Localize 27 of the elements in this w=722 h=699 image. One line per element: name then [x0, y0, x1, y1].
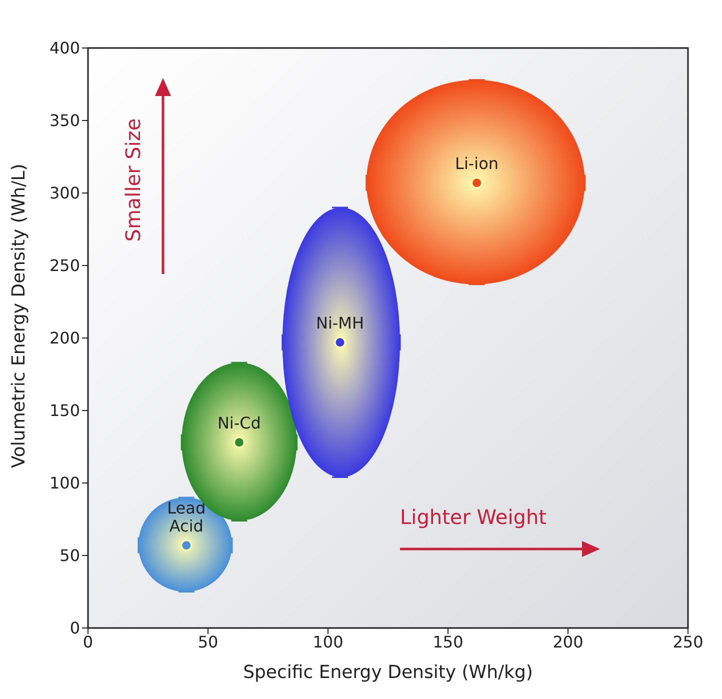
y-tick-label: 150 [49, 401, 80, 420]
x-tick-label: 0 [82, 632, 94, 652]
y-tick-label: 250 [49, 256, 80, 276]
y-tick-label: 100 [49, 474, 80, 493]
y-tick-label: 300 [49, 184, 80, 203]
point [233, 436, 245, 448]
point [334, 336, 346, 348]
y-tick-label: 350 [49, 111, 80, 130]
series-label: Lead Acid [167, 498, 206, 536]
point [180, 540, 192, 552]
x-axis-title: Specific Energy Density (Wh/kg) [243, 662, 533, 683]
y-axis-title: Volumetric Energy Density (Wh/L) [8, 164, 30, 468]
point [471, 177, 483, 189]
annotation: Smaller Size [121, 117, 145, 244]
y-tick-label: 200 [49, 328, 80, 348]
x-tick-label: 200 [552, 632, 584, 652]
series-label: Ni-MH [316, 313, 364, 332]
series-label: Ni-Cd [217, 413, 261, 432]
x-tick-label: 250 [672, 632, 704, 652]
x-tick-label: 50 [198, 632, 218, 652]
annotation: Lighter Weight [400, 504, 548, 529]
y-tick-label: 400 [49, 38, 80, 58]
series-label: Li-ion [455, 154, 499, 173]
x-tick-label: 150 [432, 632, 464, 652]
y-tick-label: 50 [60, 546, 80, 566]
x-tick-label: 100 [312, 632, 344, 652]
y-tick-label: 0 [70, 618, 80, 638]
